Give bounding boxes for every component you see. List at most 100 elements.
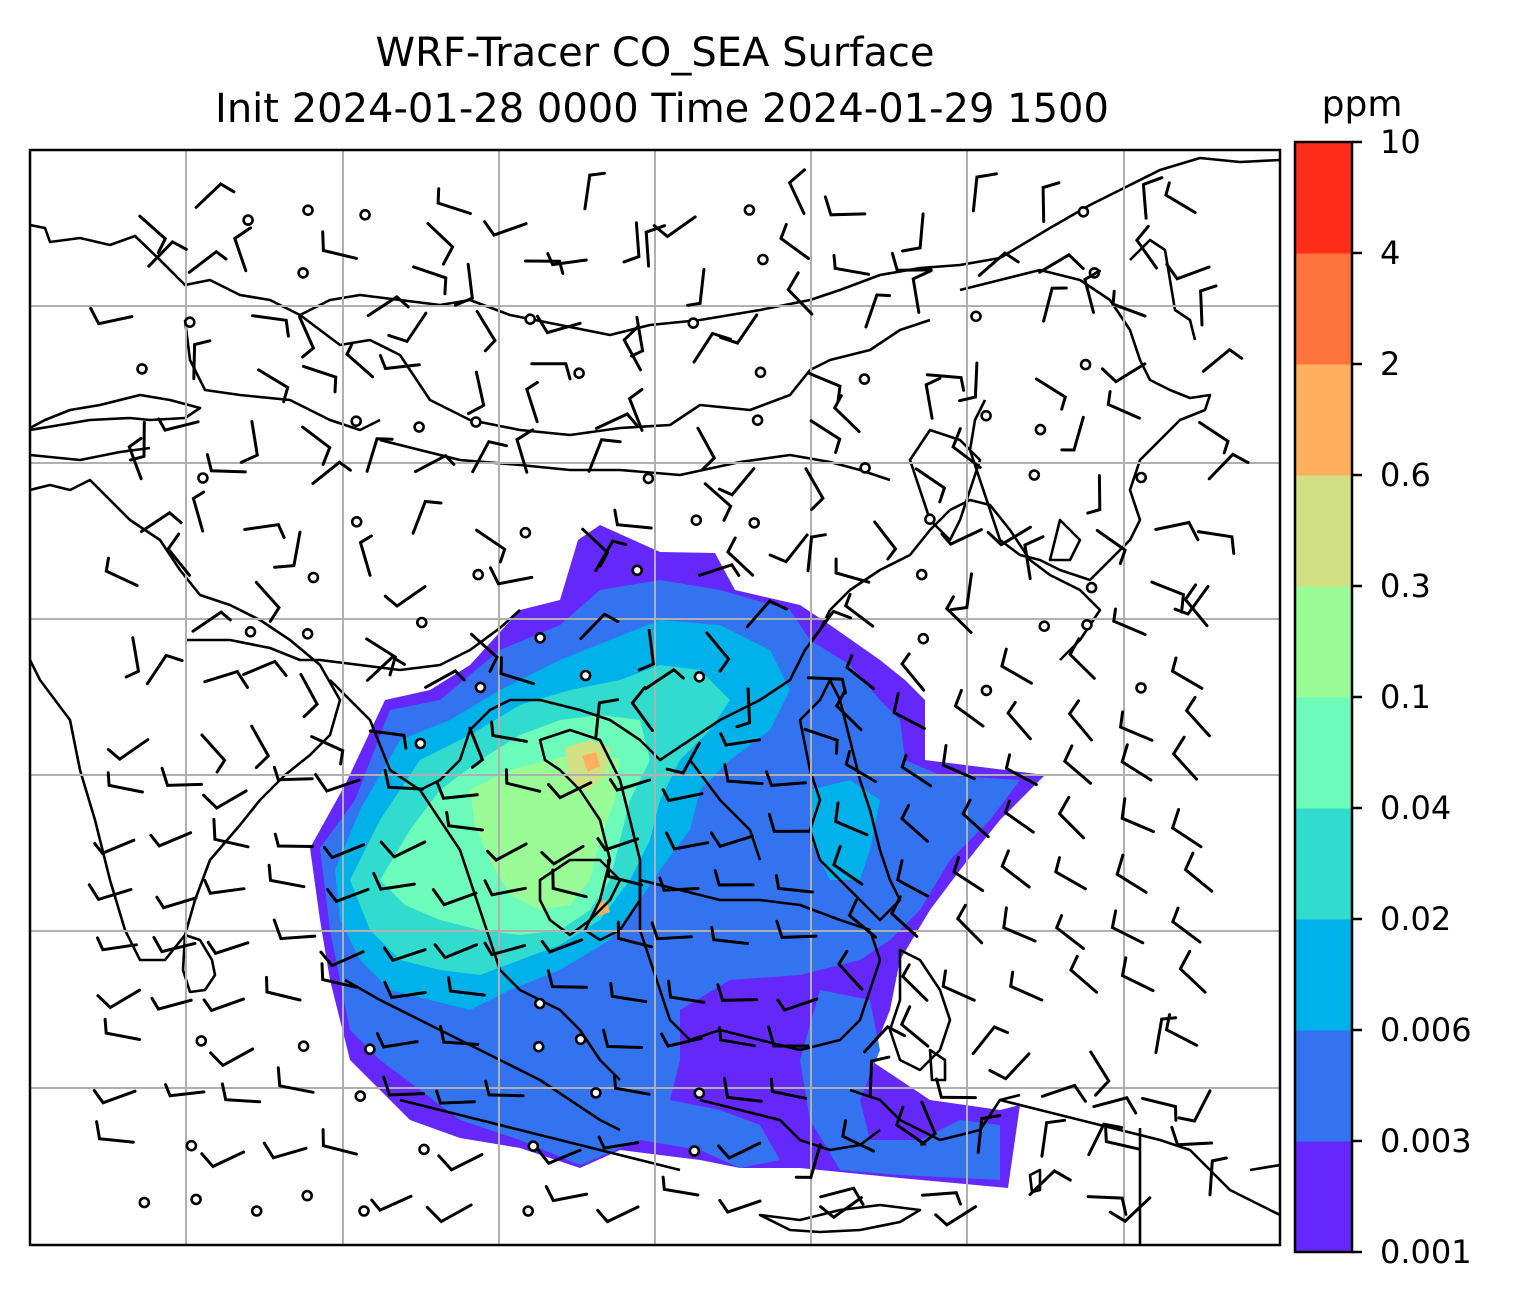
wind-barb [1067, 699, 1093, 742]
wind-barb [776, 997, 819, 1012]
wind-barb [365, 637, 398, 677]
wind-barb [622, 325, 642, 372]
colorbar-tick-label: 0.3 [1380, 567, 1431, 605]
wind-barb [935, 1077, 977, 1100]
wind-barb [899, 1005, 930, 1048]
wind-barb [873, 520, 898, 561]
wind-barb [1208, 1156, 1228, 1197]
wind-barb [1183, 583, 1209, 628]
wind-barb [719, 732, 762, 747]
wind-barb [1111, 289, 1147, 318]
wind-barb [1100, 362, 1147, 384]
wind-barb [819, 1196, 863, 1220]
colorbar-segment [1295, 808, 1352, 920]
wind-barb [587, 438, 622, 473]
wind-barb [321, 230, 358, 260]
wind-barb [1054, 914, 1085, 951]
wind-barb [160, 766, 203, 787]
calm-wind-marker [534, 631, 547, 644]
calm-wind-marker [136, 363, 148, 375]
wind-barb [273, 832, 314, 848]
wind-barb [1173, 585, 1210, 616]
calm-wind-marker [307, 571, 320, 584]
calm-wind-marker [474, 681, 487, 694]
wind-barb [1150, 580, 1186, 614]
wind-barb [807, 371, 842, 403]
calm-wind-marker [350, 415, 363, 428]
calm-wind-marker [413, 421, 425, 433]
wind-barb [718, 1198, 762, 1214]
wind-barb [366, 295, 410, 317]
calm-wind-marker [757, 253, 769, 266]
calm-wind-marker [297, 267, 309, 279]
wind-barb [1003, 799, 1035, 834]
calm-wind-marker [1028, 469, 1041, 481]
calm-wind-marker [631, 564, 644, 577]
wind-barb [489, 566, 534, 586]
calm-wind-marker [364, 1043, 376, 1055]
colorbar-tick-label: 4 [1380, 234, 1400, 272]
wind-barb [470, 632, 499, 673]
wind-barb [1171, 735, 1198, 781]
wind-barb [147, 239, 188, 268]
calm-wind-marker [980, 684, 993, 697]
wind-barb [1154, 1016, 1178, 1055]
calm-wind-marker [1079, 358, 1092, 371]
wind-barb [627, 388, 644, 432]
wind-barb [661, 1175, 700, 1197]
wind-barb [889, 895, 919, 938]
wind-barb [1164, 1013, 1199, 1047]
wind-barb [609, 981, 648, 1004]
wind-barb [411, 499, 443, 535]
wind-barb [1115, 853, 1148, 894]
wind-barb [745, 599, 788, 629]
wind-barb [1165, 262, 1211, 281]
wind-barb [971, 1025, 1010, 1056]
calm-wind-marker [1034, 423, 1047, 436]
wind-barb [547, 781, 593, 800]
wind-barb [1141, 176, 1164, 220]
wind-barb [445, 811, 484, 832]
wind-barb [837, 949, 864, 991]
wind-barb [890, 251, 933, 272]
wind-barb [272, 918, 317, 941]
calm-wind-marker [924, 513, 936, 526]
wind-barb [468, 726, 485, 769]
wind-barb [1009, 970, 1044, 1002]
wind-barb [644, 224, 667, 268]
wind-barb [596, 1205, 640, 1224]
wind-barb [1095, 529, 1127, 565]
calm-wind-marker [532, 1040, 545, 1053]
wind-barb [863, 1025, 907, 1054]
wind-barb [1164, 181, 1197, 214]
wind-barb [786, 271, 814, 316]
wind-barb [920, 1191, 962, 1206]
wind-barb [164, 1083, 206, 1098]
wind-barb [1042, 286, 1068, 323]
wind-barb [95, 1120, 135, 1144]
wind-barb [544, 1185, 589, 1203]
wind-barb [665, 741, 701, 775]
calm-wind-marker [858, 373, 871, 385]
wind-barb [192, 339, 212, 381]
wind-barb [96, 988, 141, 1010]
tracer-field [310, 525, 1045, 1188]
wind-barb [257, 368, 290, 404]
wind-barb [525, 380, 539, 424]
wind-barb [594, 698, 620, 739]
wind-barb [650, 921, 693, 941]
wind-barb [705, 631, 731, 673]
wind-barb [1178, 949, 1207, 994]
wind-barb [900, 963, 929, 1002]
wind-barb [804, 467, 825, 511]
wind-barb [551, 868, 588, 899]
wind-barb [319, 950, 365, 968]
calm-wind-marker [250, 1205, 263, 1217]
wind-barb [941, 744, 976, 781]
calm-wind-marker [190, 1193, 202, 1206]
wind-barb [203, 878, 246, 895]
wind-barb [206, 940, 250, 956]
wind-barb [467, 370, 486, 416]
wind-barb [841, 1119, 875, 1153]
wind-barb [596, 837, 640, 852]
